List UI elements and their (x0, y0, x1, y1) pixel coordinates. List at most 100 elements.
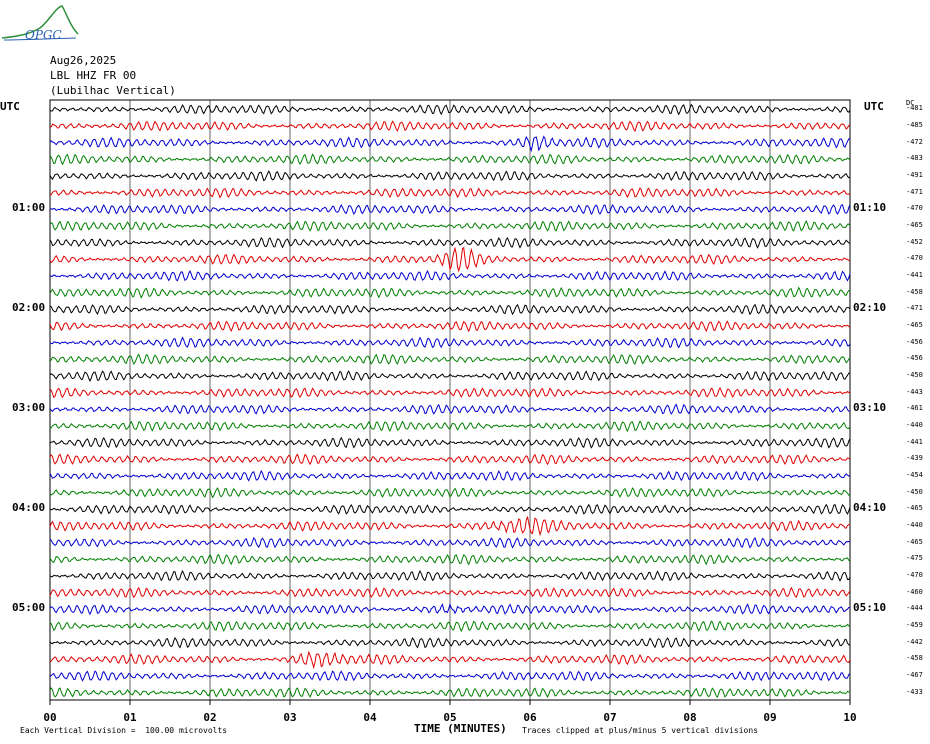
trace-line (49, 403, 850, 415)
dc-offset-label: -465 (906, 221, 923, 229)
dc-offset-label: -442 (906, 637, 923, 646)
right-time-label: 04:10 (853, 501, 887, 515)
dc-offset-label: -454 (906, 471, 923, 479)
dc-offset-label: -470 (906, 204, 923, 213)
trace-line (49, 246, 851, 273)
x-tick-label: 08 (683, 711, 697, 724)
dc-offset-label: -471 (906, 187, 923, 196)
trace-line (49, 586, 851, 599)
left-time-label: 01:00 (12, 201, 46, 215)
dc-offset-label: -460 (906, 587, 923, 596)
x-tick-label: 06 (523, 711, 537, 724)
dc-offset-label: -465 (906, 537, 923, 546)
trace-line (49, 120, 851, 133)
trace-line (49, 353, 851, 366)
trace-line (49, 687, 851, 699)
dc-offset-label: -472 (906, 137, 923, 146)
left-time-label: 03:00 (12, 401, 46, 415)
trace-line (49, 503, 851, 516)
trace-line (49, 386, 851, 399)
trace-line (49, 135, 851, 153)
trace-line (49, 153, 851, 166)
x-tick-label: 10 (843, 711, 857, 724)
trace-line (49, 219, 851, 232)
trace-line (49, 170, 851, 182)
x-tick-label: 05 (443, 711, 457, 724)
trace-line (49, 286, 851, 299)
trace-line (49, 569, 851, 582)
trace-line (49, 650, 851, 670)
dc-offset-label: -450 (906, 487, 923, 496)
dc-offset-label: -443 (906, 387, 923, 396)
clip-note: Traces clipped at plus/minus 5 vertical … (522, 726, 759, 735)
x-tick-label: 01 (123, 711, 137, 724)
trace-line (49, 469, 851, 482)
left-time-label: 02:00 (12, 301, 46, 315)
x-tick-label: 03 (283, 711, 297, 724)
trace-line (49, 436, 851, 449)
trace-line (49, 187, 851, 199)
right-time-label: 03:10 (853, 401, 887, 415)
dc-offset-label: -475 (906, 554, 923, 563)
utc-left-label: UTC (0, 100, 20, 113)
dc-offset-label: -459 (906, 621, 923, 629)
x-tick-label: 09 (763, 711, 777, 724)
scale-note: Each Vertical Division = 100.00 microvol… (20, 726, 228, 735)
date-label: Aug26,2025 (50, 54, 117, 67)
dc-offset-label: -467 (906, 671, 923, 679)
trace-line (49, 636, 851, 649)
x-tick-label: 07 (603, 711, 617, 724)
utc-right-label: UTC (864, 100, 884, 113)
dc-offset-label: -441 (906, 437, 923, 446)
trace-line (49, 453, 851, 466)
dc-offset-label: -471 (906, 304, 923, 313)
dc-offset-label: -450 (906, 371, 923, 379)
dc-offset-label: -458 (906, 287, 923, 296)
trace-line (49, 516, 851, 537)
trace-line (49, 320, 851, 333)
dc-offset-label: -456 (906, 337, 923, 346)
right-time-label: 01:10 (853, 201, 887, 215)
right-time-label: 02:10 (853, 301, 887, 315)
dc-offset-label: -465 (906, 321, 923, 329)
trace-line (49, 602, 851, 616)
dc-offset-label: -465 (906, 504, 923, 513)
trace-line (49, 336, 851, 349)
x-tick-label: 02 (203, 711, 217, 724)
trace-line (49, 103, 851, 116)
trace-line (49, 203, 851, 215)
dc-offset-label: -458 (906, 654, 923, 663)
dc-offset-label: -485 (906, 121, 923, 129)
station-label: LBL HHZ FR 00 (50, 69, 137, 82)
x-tick-label: 04 (363, 711, 377, 724)
dc-header: DC (906, 99, 915, 107)
dc-offset-label: -441 (906, 271, 923, 279)
trace-line (49, 420, 851, 433)
trace-line (49, 269, 851, 282)
right-time-label: 05:10 (853, 601, 887, 615)
station-description: (Lubilhac Vertical) (50, 84, 176, 97)
trace-line (49, 370, 851, 383)
dc-offset-label: -483 (906, 154, 923, 163)
dc-offset-label: -461 (906, 404, 923, 413)
trace-line (49, 536, 851, 549)
trace-line (49, 670, 851, 682)
dc-offset-label: -470 (906, 254, 923, 263)
trace-line (49, 303, 851, 316)
dc-offset-label: -491 (906, 171, 923, 179)
dc-offset-label: -440 (906, 421, 923, 429)
dc-offset-label: -481 (906, 104, 923, 113)
dc-offset-label: -433 (906, 687, 923, 696)
dc-offset-label: -440 (906, 521, 923, 529)
x-axis-title: TIME (MINUTES) (414, 722, 507, 735)
trace-line (49, 487, 851, 499)
dc-offset-label: -452 (906, 237, 923, 246)
trace-line (49, 236, 851, 249)
trace-line (49, 620, 851, 633)
dc-offset-label: -470 (906, 571, 923, 579)
opgc-logo: OPGC (0, 0, 80, 45)
left-time-label: 05:00 (12, 601, 46, 615)
trace-line (49, 553, 851, 566)
dc-offset-label: -456 (906, 354, 923, 363)
